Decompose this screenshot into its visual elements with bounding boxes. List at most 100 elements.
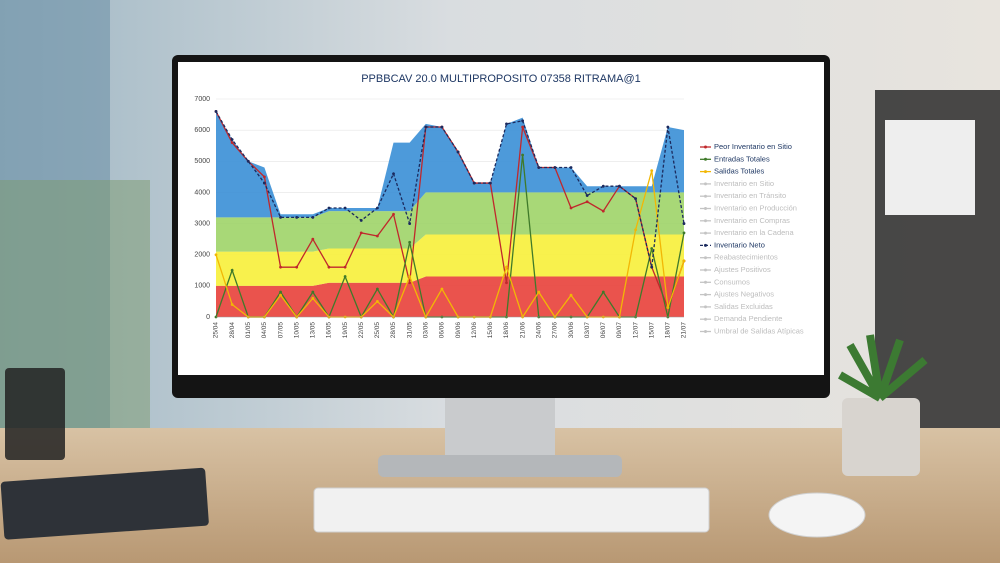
point xyxy=(230,268,234,272)
legend-label: Salidas Totales xyxy=(714,167,765,176)
point xyxy=(537,166,541,169)
point xyxy=(634,228,637,232)
point xyxy=(505,265,508,269)
point xyxy=(408,281,412,285)
legend-marker xyxy=(704,231,707,235)
chart: 0 1000 2000 3000 4000 5000 6000 7000 25/04 28/04 0… xyxy=(194,96,803,338)
plant-pot xyxy=(842,398,920,476)
monitor-stand xyxy=(445,395,555,460)
point xyxy=(585,200,589,204)
legend-label: Reabastecimientos xyxy=(714,253,778,262)
legend-label: Umbral de Salidas Atípicas xyxy=(714,326,804,335)
point xyxy=(569,166,573,169)
keyboard xyxy=(313,487,710,533)
point xyxy=(343,265,347,269)
point xyxy=(279,215,282,219)
x-tick-label: 28/05 xyxy=(390,322,397,339)
point xyxy=(279,293,282,297)
monitor-base xyxy=(378,455,622,477)
legend-marker xyxy=(704,280,707,284)
point xyxy=(440,125,444,129)
point xyxy=(553,166,557,169)
point xyxy=(375,287,379,291)
point xyxy=(295,215,299,219)
series-line xyxy=(215,111,685,268)
point xyxy=(263,175,266,179)
legend-label: Ajustes Positivos xyxy=(714,265,771,274)
x-tick-label: 30/06 xyxy=(568,322,575,339)
legend-marker xyxy=(704,293,707,297)
point xyxy=(214,110,218,113)
point xyxy=(488,181,492,185)
point xyxy=(408,275,412,278)
point xyxy=(666,306,670,310)
legend-label: Consumos xyxy=(714,277,750,286)
y-tick-label: 1000 xyxy=(194,283,210,290)
x-tick-label: 06/06 xyxy=(439,322,446,339)
legend-marker xyxy=(704,243,707,247)
x-tick-label: 04/05 xyxy=(261,322,268,339)
legend-marker xyxy=(704,145,707,149)
legend-marker xyxy=(704,317,707,321)
point xyxy=(601,184,605,188)
chart-title: PPBBCAV 20.0 MULTIPROPOSITO 07358 RITRAM… xyxy=(361,73,641,85)
x-tick-label: 18/06 xyxy=(503,322,510,339)
legend-marker xyxy=(704,305,707,309)
x-tick-label: 25/04 xyxy=(213,322,220,339)
pen-holder xyxy=(5,368,65,460)
legend-label: Inventario Neto xyxy=(714,240,765,249)
plant xyxy=(838,334,928,402)
x-tick-label: 15/07 xyxy=(648,322,655,339)
zone-area xyxy=(216,111,684,218)
x-tick-label: 21/07 xyxy=(681,322,688,339)
point xyxy=(521,119,525,123)
point xyxy=(666,125,670,129)
x-tick-label: 19/05 xyxy=(342,322,349,339)
point xyxy=(521,125,525,129)
x-tick-label: 07/05 xyxy=(277,322,284,339)
x-tick-label: 03/06 xyxy=(423,322,430,339)
y-tick-label: 6000 xyxy=(194,127,210,134)
legend-label: Inventario en Sitio xyxy=(714,179,774,188)
point xyxy=(214,253,218,257)
point xyxy=(327,265,331,269)
legend-marker xyxy=(704,219,707,223)
x-tick-label: 31/05 xyxy=(406,322,413,339)
zone-area xyxy=(216,192,684,252)
y-tick-label: 5000 xyxy=(194,158,210,165)
point xyxy=(263,181,266,185)
notebook xyxy=(0,467,209,540)
point xyxy=(230,138,234,141)
point xyxy=(375,234,379,238)
x-tick-label: 15/06 xyxy=(487,322,494,339)
point xyxy=(392,212,395,216)
x-tick-label: 12/06 xyxy=(471,322,478,339)
legend-label: Entradas Totales xyxy=(714,154,770,163)
legend-marker xyxy=(704,256,707,260)
point xyxy=(375,300,379,303)
legend-marker xyxy=(704,157,707,161)
legend-marker xyxy=(704,330,707,333)
point xyxy=(343,275,347,278)
x-tick-label: 28/04 xyxy=(229,322,236,339)
point xyxy=(521,153,525,157)
point xyxy=(327,206,331,210)
legend-label: Demanda Pendiente xyxy=(714,314,782,323)
x-tick-label: 16/05 xyxy=(326,322,333,339)
x-tick-label: 13/05 xyxy=(310,322,317,339)
point xyxy=(279,265,282,269)
point xyxy=(585,194,589,197)
point xyxy=(440,287,444,291)
point xyxy=(682,259,686,263)
legend-marker xyxy=(704,170,707,174)
point xyxy=(618,184,621,188)
legend-marker xyxy=(704,207,707,210)
legend-marker xyxy=(704,194,707,198)
point xyxy=(424,125,428,129)
mouse xyxy=(768,492,866,538)
legend-marker xyxy=(704,182,707,186)
point xyxy=(472,181,476,185)
point xyxy=(375,206,379,210)
y-tick-label: 3000 xyxy=(194,220,210,227)
